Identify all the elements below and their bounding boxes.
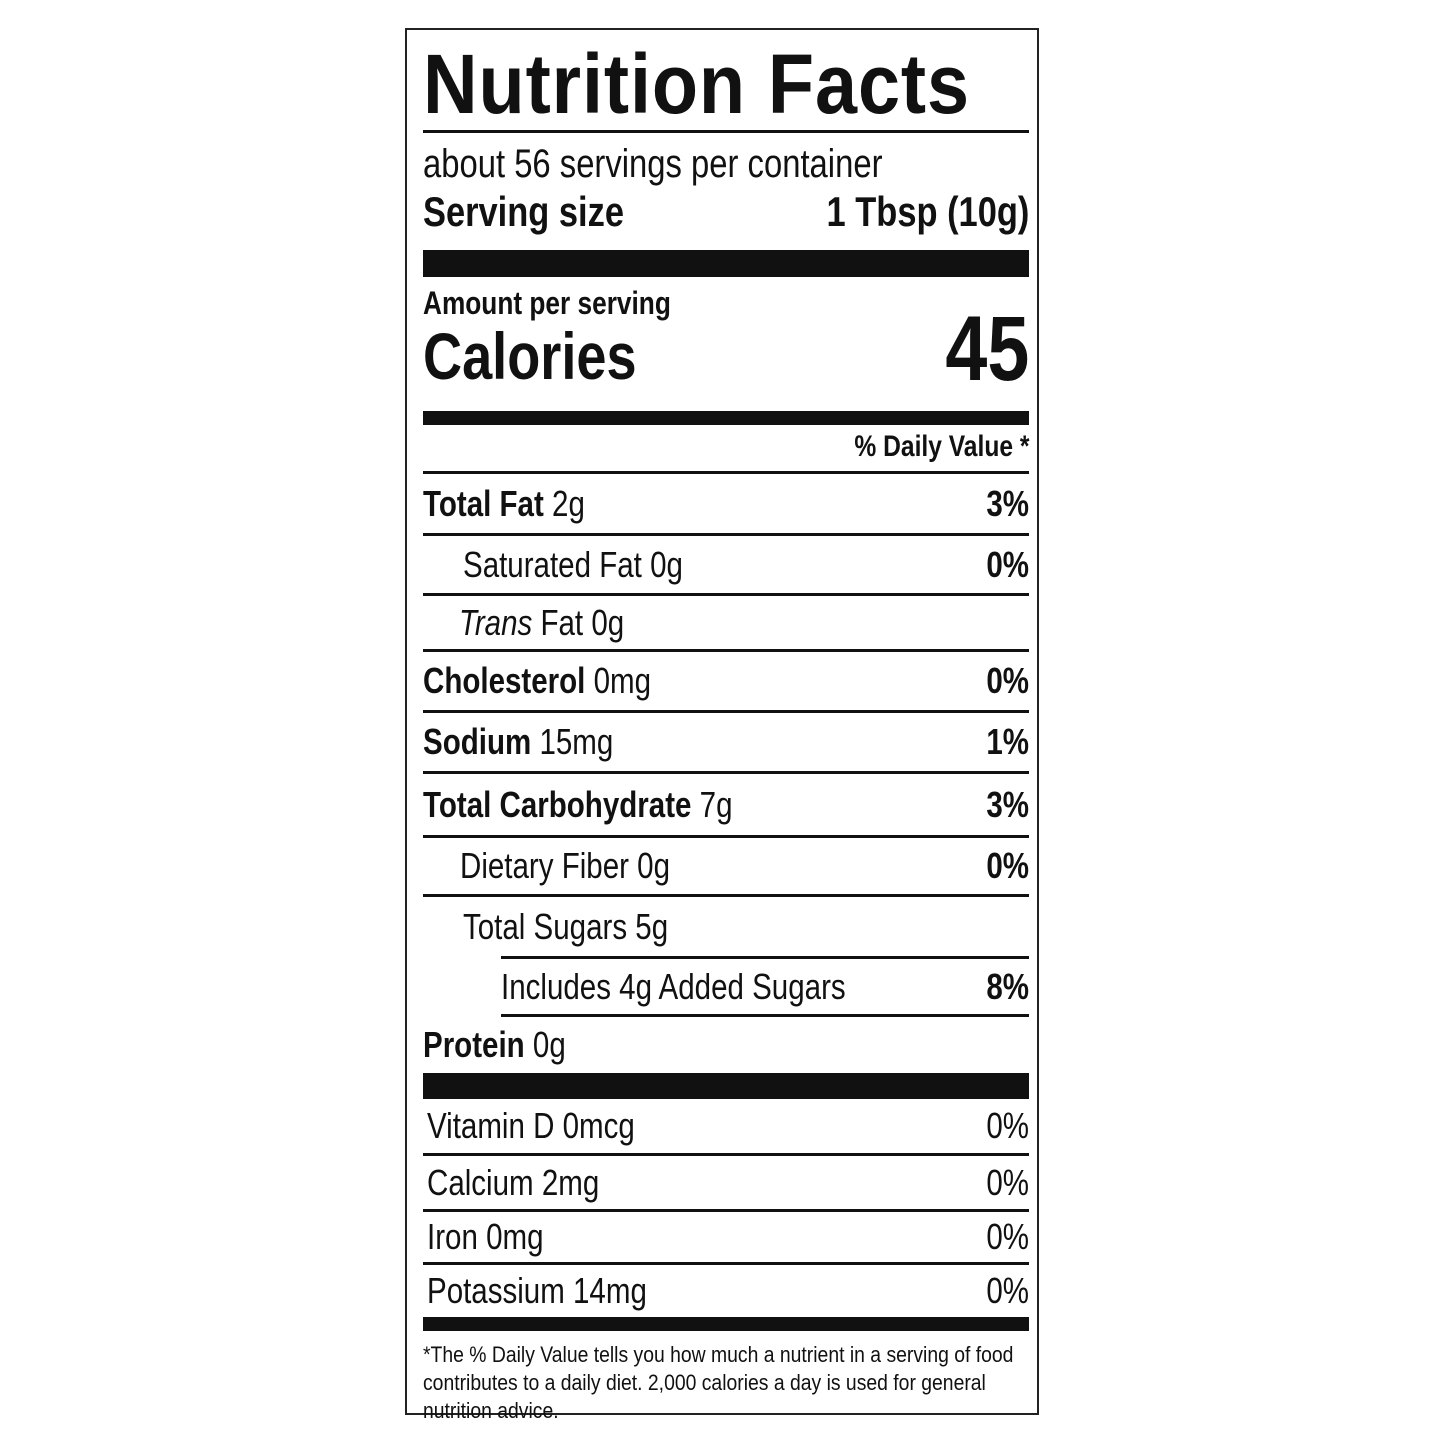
nutrient-row-saturated-fat: Saturated Fat 0g 0% (423, 536, 1029, 596)
nutrient-row-trans-fat: Trans Fat 0g (423, 596, 1029, 652)
divider (423, 471, 1029, 474)
nutrient-row-cholesterol: Cholesterol 0mg 0% (423, 652, 1029, 713)
nutrient-row-protein: Protein 0g (423, 1024, 566, 1065)
nutrient-row-total-carbohydrate: Total Carbohydrate 7g 3% (423, 774, 1029, 838)
servings-per-container: about 56 servings per container (423, 142, 883, 186)
thick-divider (423, 411, 1029, 425)
divider (423, 130, 1029, 133)
vitamin-row-potassium: Potassium 14mg 0% (427, 1270, 1029, 1311)
nutrient-row-sodium: Sodium 15mg 1% (423, 713, 1029, 774)
label-title: Nutrition Facts (423, 37, 970, 131)
nutrient-row-total-fat: Total Fat 2g 3% (423, 474, 1029, 536)
nutrition-facts-label: Nutrition Facts about 56 servings per co… (405, 28, 1039, 1423)
nutrient-row-added-sugars: Includes 4g Added Sugars 8% (501, 956, 1029, 1017)
nutrient-row-total-sugars: Total Sugars 5g (463, 905, 669, 947)
daily-value-header: % Daily Value * (853, 430, 1029, 463)
vitamin-row-calcium: Calcium 2mg 0% (423, 1156, 1029, 1212)
serving-size: Serving size 1 Tbsp (10g) (423, 188, 1029, 235)
vitamin-row-iron: Iron 0mg 0% (423, 1212, 1029, 1265)
vitamin-row-vitamin-d: Vitamin D 0mcg 0% (423, 1099, 1029, 1156)
nutrient-row-dietary-fiber: Dietary Fiber 0g 0% (423, 838, 1029, 897)
thick-divider (423, 1317, 1029, 1331)
footnote: *The % Daily Value tells you how much a … (423, 1342, 1014, 1423)
amount-per-serving: Amount per serving (423, 285, 671, 321)
thick-divider (423, 1073, 1029, 1099)
calories-row: Calories 45 (423, 298, 1029, 400)
thick-divider (423, 250, 1029, 277)
